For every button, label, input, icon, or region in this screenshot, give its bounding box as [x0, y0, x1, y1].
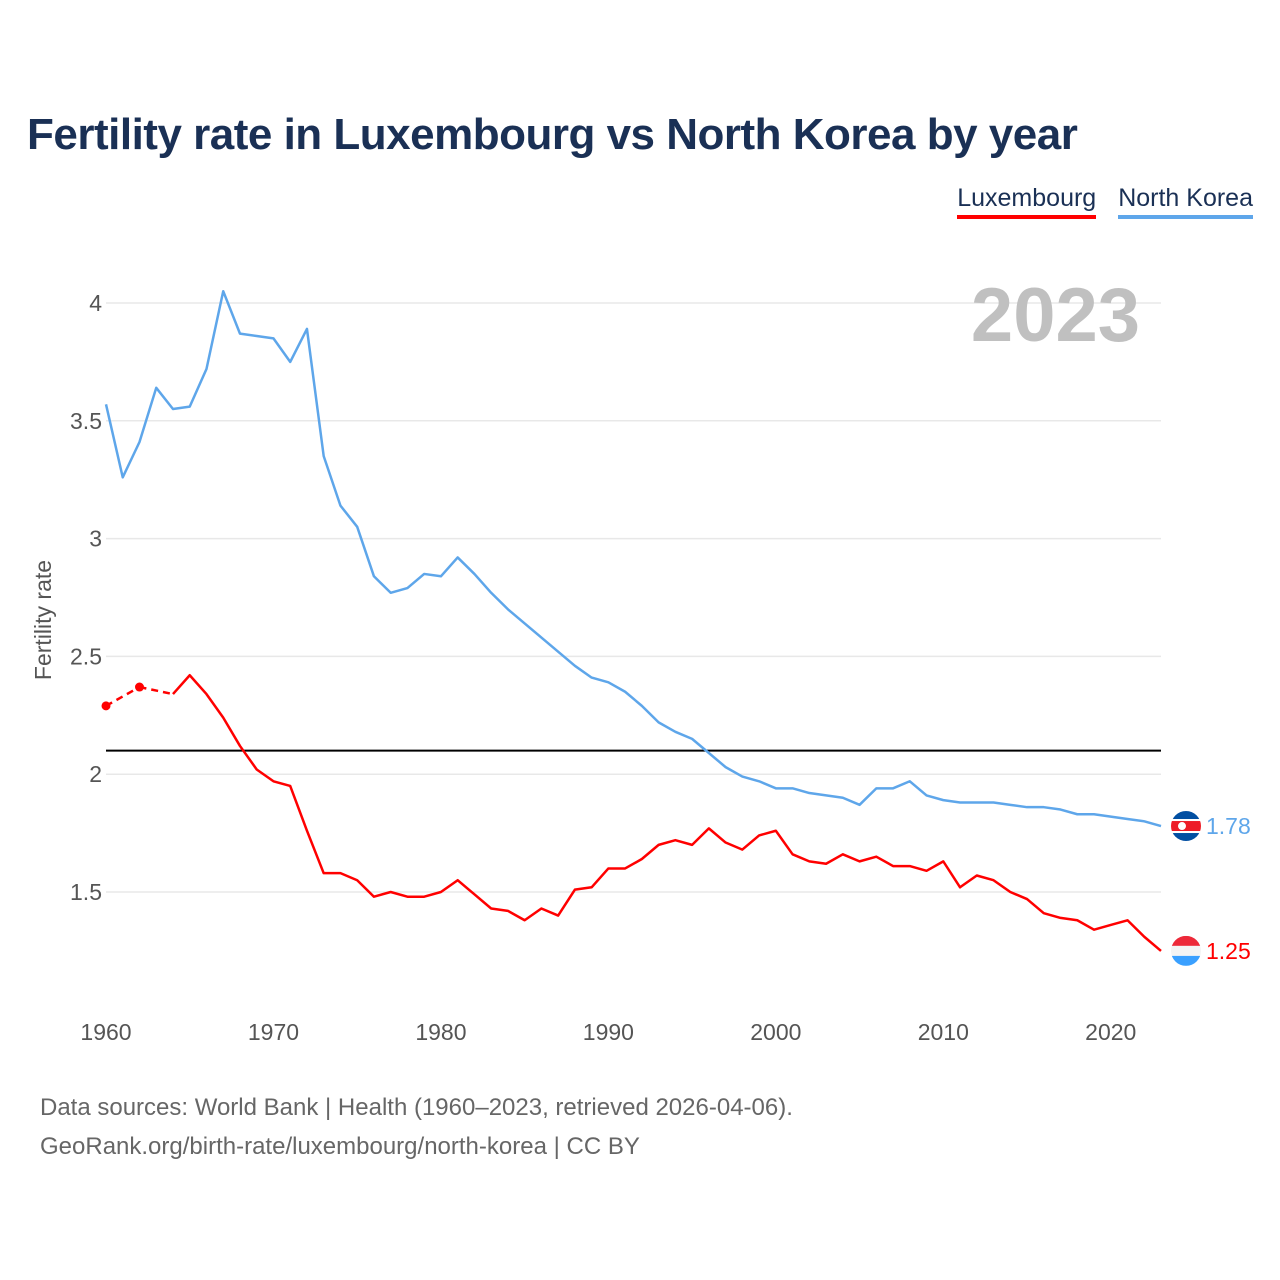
x-tick-label: 2000 [750, 1019, 801, 1045]
x-tick-label: 2020 [1085, 1019, 1136, 1045]
data-point [134, 682, 144, 692]
y-axis-label: Fertility rate [30, 560, 56, 680]
source-line-2[interactable]: GeoRank.org/birth-rate/luxembourg/north-… [40, 1133, 640, 1160]
x-tick-label: 1990 [583, 1019, 634, 1045]
legend: Luxembourg North Korea [957, 184, 1253, 219]
y-tick-label: 4 [89, 290, 102, 316]
y-tick-label: 3 [89, 526, 102, 552]
x-tick-label: 1980 [415, 1019, 466, 1045]
luxembourg-flag-icon [1171, 935, 1201, 966]
legend-north-korea[interactable]: North Korea [1118, 184, 1253, 219]
series-line-north-korea [104, 289, 1162, 828]
y-tick-label: 3.5 [70, 408, 102, 434]
source-note: Data sources: World Bank | Health (1960–… [40, 1088, 793, 1166]
y-tick-label: 2 [89, 761, 102, 787]
x-tick-label: 1970 [248, 1019, 299, 1045]
gap-dashed-segment [139, 685, 174, 696]
end-value-label: 1.78 [1206, 813, 1251, 839]
data-point [101, 701, 111, 711]
legend-luxembourg[interactable]: Luxembourg [957, 184, 1097, 219]
x-tick-label: 2010 [918, 1019, 969, 1045]
y-tick-label: 2.5 [70, 643, 102, 669]
year-watermark: 2023 [971, 273, 1140, 358]
north-korea-flag-icon [1171, 811, 1201, 842]
chart-title: Fertility rate in Luxembourg vs North Ko… [27, 110, 1078, 159]
y-tick-label: 1.5 [70, 879, 102, 905]
x-tick-label: 1960 [80, 1019, 131, 1045]
source-line-1: Data sources: World Bank | Health (1960–… [40, 1094, 793, 1121]
end-value-label: 1.25 [1206, 938, 1251, 964]
gap-dashed-segment [105, 685, 141, 707]
series-line-luxembourg [172, 673, 1162, 952]
